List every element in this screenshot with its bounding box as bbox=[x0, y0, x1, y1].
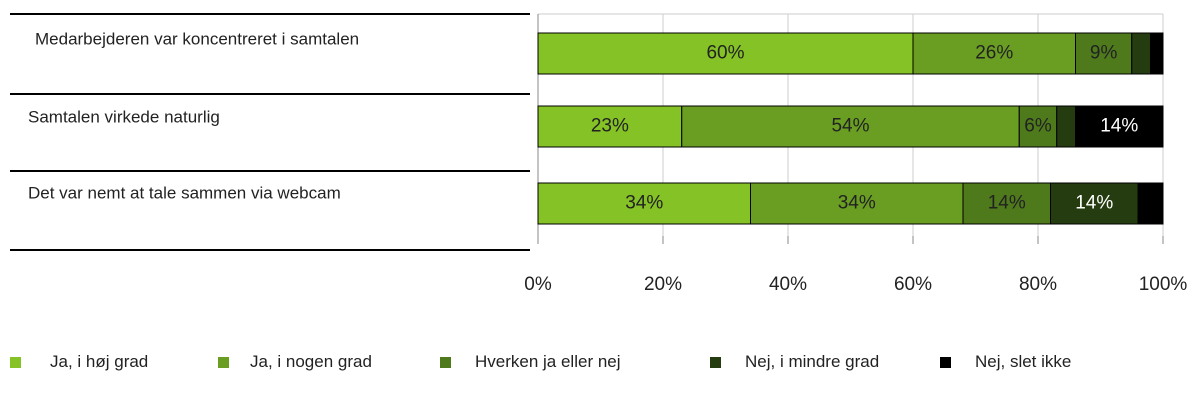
data-label: 14% bbox=[1075, 193, 1113, 214]
legend-label: Nej, i mindre grad bbox=[745, 352, 880, 371]
bar-segment bbox=[1056, 105, 1076, 148]
data-label: 14% bbox=[988, 193, 1026, 214]
bar-segment bbox=[1150, 32, 1164, 75]
legend-swatch bbox=[10, 357, 21, 368]
legend-label: Nej, slet ikke bbox=[975, 352, 1072, 371]
bar-segment bbox=[1137, 182, 1164, 225]
bar-segment bbox=[537, 182, 751, 225]
data-label: 34% bbox=[625, 193, 663, 214]
x-tick-label: 60% bbox=[894, 274, 932, 295]
bar-segment bbox=[912, 32, 1076, 75]
legend-swatch bbox=[940, 357, 951, 368]
category-label: Det var nemt at tale sammen via webcam bbox=[28, 183, 341, 202]
data-label: 60% bbox=[706, 43, 744, 64]
x-tick-label: 0% bbox=[524, 274, 552, 295]
data-label: 9% bbox=[1090, 43, 1118, 64]
bar-segment bbox=[1131, 32, 1151, 75]
legend-label: Ja, i høj grad bbox=[50, 352, 149, 371]
x-tick-label: 80% bbox=[1019, 274, 1057, 295]
bar-segment bbox=[1075, 32, 1133, 75]
x-tick-label: 20% bbox=[644, 274, 682, 295]
legend-swatch bbox=[440, 357, 451, 368]
bar-segment bbox=[1075, 105, 1164, 148]
x-tick-label: 100% bbox=[1139, 274, 1188, 295]
data-label: 23% bbox=[591, 116, 629, 137]
bar-segment bbox=[962, 182, 1051, 225]
legend-label: Ja, i nogen grad bbox=[250, 352, 372, 371]
legend-swatch bbox=[218, 357, 229, 368]
legend-label: Hverken ja eller nej bbox=[475, 352, 621, 371]
legend-swatch bbox=[710, 357, 721, 368]
data-label: 14% bbox=[1100, 116, 1138, 137]
bar-segment bbox=[537, 32, 914, 75]
x-tick-label: 40% bbox=[769, 274, 807, 295]
bar-segment bbox=[750, 182, 964, 225]
category-label: Medarbejderen var koncentreret i samtale… bbox=[35, 29, 359, 48]
category-label: Samtalen virkede naturlig bbox=[28, 107, 220, 126]
bar-segment bbox=[1018, 105, 1058, 148]
data-label: 34% bbox=[838, 193, 876, 214]
data-label: 6% bbox=[1024, 116, 1052, 137]
bar-segment bbox=[1050, 182, 1139, 225]
data-label: 54% bbox=[831, 116, 869, 137]
data-label: 26% bbox=[975, 43, 1013, 64]
